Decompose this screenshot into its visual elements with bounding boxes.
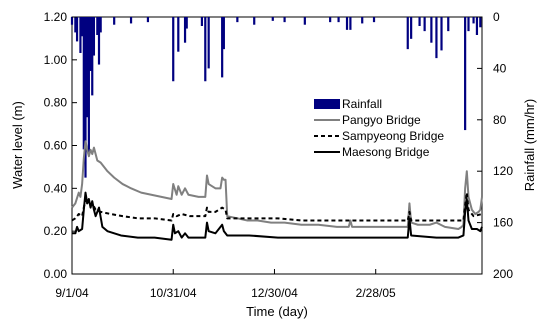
y-tick-label-left: 1.20	[44, 10, 68, 24]
rainfall-bar	[92, 17, 96, 56]
rainfall-bar	[337, 17, 340, 23]
rainfall-bar	[200, 17, 204, 26]
rainfall-bar	[86, 17, 89, 118]
legend: Rainfall Pangyo Bridge Sampyeong Bridge Mae…	[314, 97, 444, 159]
rainfall-bar	[464, 17, 467, 131]
rainfall-bar	[372, 17, 376, 23]
y-tick-label-right: 80	[493, 113, 507, 127]
rainfall-bar	[87, 17, 90, 154]
rainfall-bar	[406, 17, 409, 50]
rainfall-bar	[113, 17, 116, 25]
y-tick-label-left: 0.80	[44, 96, 68, 110]
rainfall-bar	[472, 17, 475, 24]
rainfall-bar	[303, 17, 306, 25]
rainfall-bar	[96, 17, 99, 35]
rainfall-bar	[89, 17, 92, 71]
rainfall-bar	[479, 17, 482, 28]
rainfall-bar	[361, 17, 364, 24]
rainfall-bar	[185, 17, 188, 29]
rainfall-bar	[183, 17, 187, 43]
rainfall-bar	[430, 17, 433, 43]
y-tick-label-left: 1.00	[44, 53, 68, 67]
axis-ticks	[71, 16, 482, 275]
rainfall-bar	[84, 17, 87, 178]
y-tick-label-right: 120	[493, 164, 513, 178]
rainfall-bar	[418, 17, 421, 26]
rainfall-bars	[70, 17, 482, 178]
rainfall-bar	[349, 17, 352, 30]
rainfall-bar	[99, 17, 102, 33]
rainfall-bar	[440, 17, 443, 51]
series-line-sampyeong-bridge	[71, 191, 483, 222]
rainfall-bar	[204, 17, 207, 82]
rainfall-bar	[467, 17, 470, 32]
legend-label: Sampyeong Bridge	[342, 129, 444, 143]
rainfall-bar	[345, 17, 349, 30]
y-tick-label-left: 0.20	[44, 224, 68, 238]
rainfall-bar	[75, 17, 79, 42]
rainfall-bar	[129, 17, 133, 24]
rainfall-bar	[475, 17, 479, 35]
rainfall-bar	[177, 17, 180, 52]
series-line-maesong-bridge	[72, 191, 483, 241]
y-tick-label-left: 0.60	[44, 139, 68, 153]
x-axis-label: Time (day)	[246, 304, 308, 319]
rainfall-bar	[236, 17, 239, 23]
rainfall-bar	[146, 17, 150, 23]
rainfall-bar	[81, 17, 84, 37]
rainfall-bar	[253, 17, 256, 25]
rainfall-bar	[410, 17, 413, 39]
rainfall-bar	[423, 17, 426, 32]
rainfall-bar	[435, 17, 438, 59]
legend-swatch-rainfall	[314, 99, 340, 109]
rainfall-bar	[221, 17, 224, 78]
rainfall-bar	[74, 17, 77, 33]
series-line-pangyo-bridge	[71, 140, 483, 231]
y-tick-label-right: 40	[493, 61, 507, 75]
rainfall-bar	[207, 17, 210, 69]
x-tick-label: 9/1/04	[55, 286, 89, 300]
rainfall-bar	[172, 17, 175, 82]
y-tick-label-right: 160	[493, 216, 513, 230]
y-tick-label-right: 200	[493, 267, 513, 281]
y-axis-right-label: Rainfall (mm/hr)	[522, 99, 537, 191]
x-tick-label: 2/28/05	[356, 286, 396, 300]
x-tick-label: 10/31/04	[150, 286, 197, 300]
rainfall-bar	[222, 17, 225, 50]
y-axis-left-label: Water level (m)	[10, 101, 25, 189]
rainfall-bar	[79, 17, 82, 53]
rainfall-bar	[271, 17, 274, 21]
rainfall-bar	[447, 17, 450, 32]
rainfall-bar	[70, 17, 74, 25]
water-level-lines	[71, 140, 483, 241]
y-tick-label-left: 0.40	[44, 181, 68, 195]
rainfall-bar	[82, 17, 85, 150]
x-tick-label: 12/30/04	[251, 286, 298, 300]
rainfall-bar	[97, 17, 101, 65]
y-tick-label-right: 0	[493, 10, 500, 24]
rainfall-bar	[329, 17, 332, 23]
rainfall-bar	[283, 17, 286, 23]
legend-label: Rainfall	[342, 97, 382, 111]
y-tick-label-left: 0.00	[44, 267, 68, 281]
rainfall-bar	[91, 17, 94, 96]
legend-label: Maesong Bridge	[342, 145, 430, 159]
axis-tick-labels: 0.00 0.20 0.40 0.60 0.80 1.00 1.20 0 40 80 120 160 2…	[44, 10, 514, 300]
legend-label: Pangyo Bridge	[342, 113, 421, 127]
